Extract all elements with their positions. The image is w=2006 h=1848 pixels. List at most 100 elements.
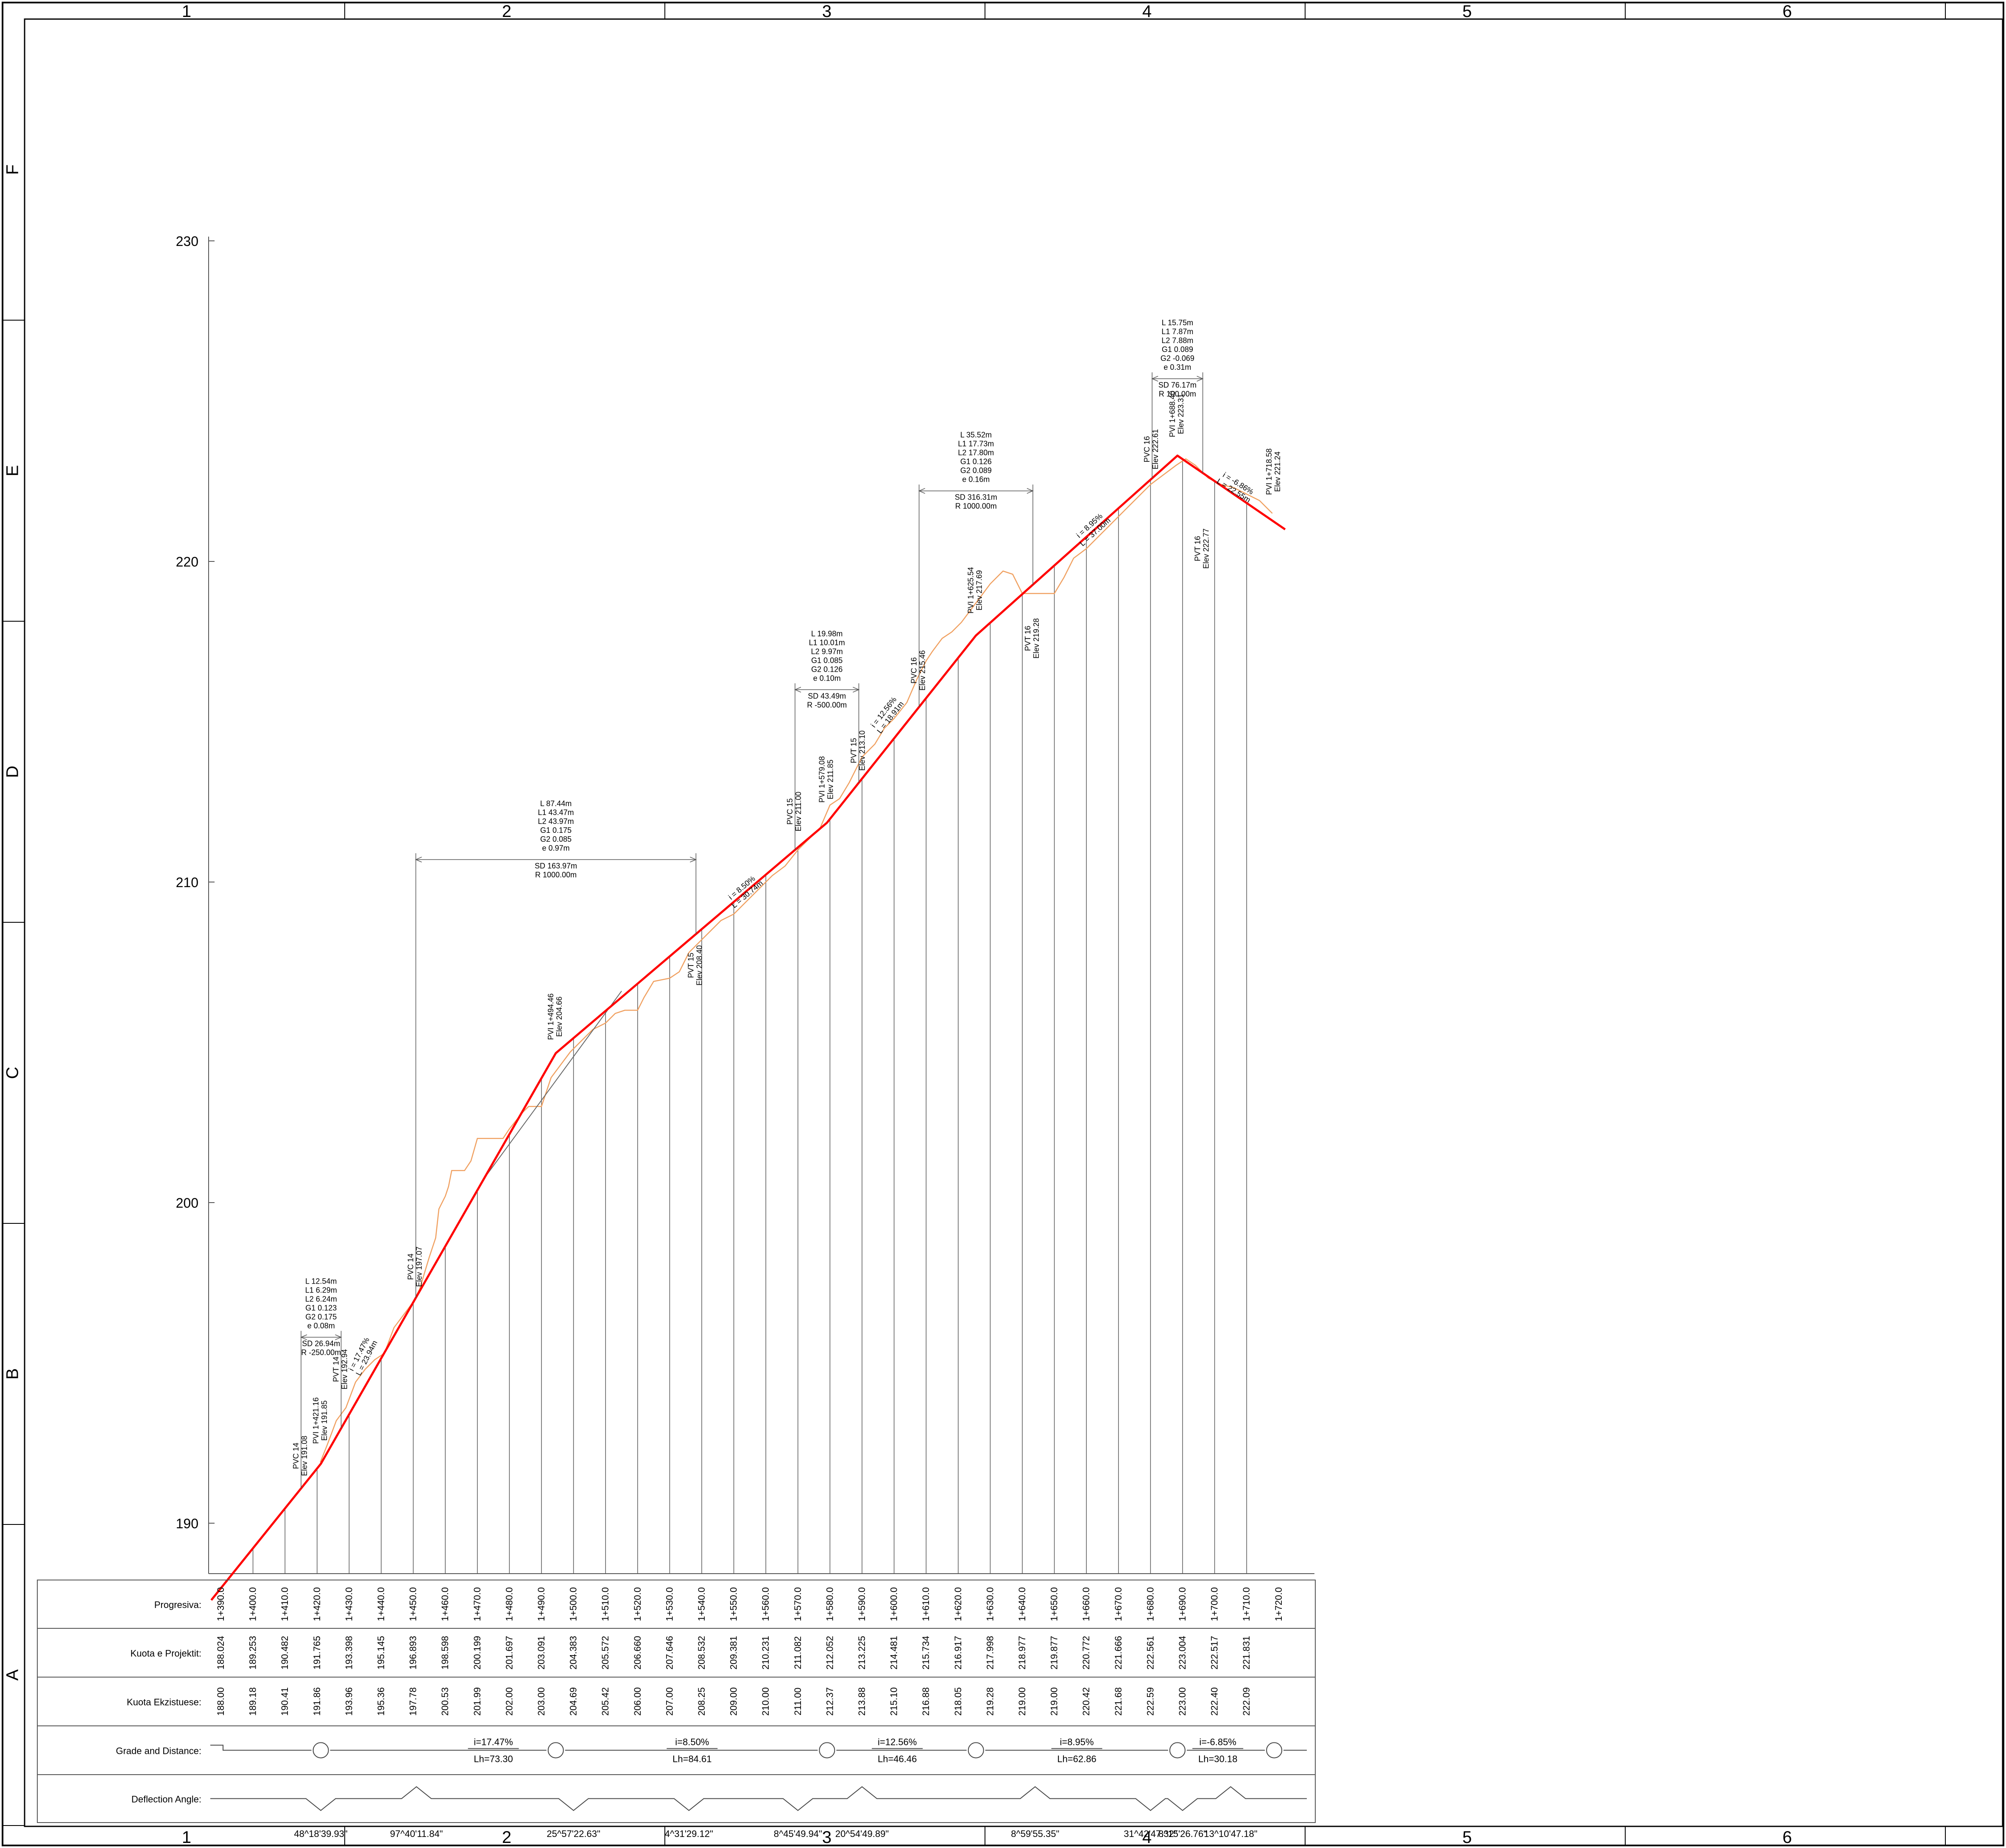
kuota-projektit-value: 189.253: [248, 1636, 258, 1670]
curve-data-text: L1 7.87m: [1161, 327, 1193, 336]
progresiva-value: 1+520.0: [632, 1587, 643, 1621]
progresiva-value: 1+580.0: [824, 1587, 835, 1621]
vertical-point-label: PVI 1+688.40 Elev 223.31: [1168, 391, 1185, 437]
kuota-ekzistuese-value: 207.00: [664, 1687, 675, 1716]
progresiva-value: 1+470.0: [472, 1587, 483, 1621]
curve-data-text: G1 0.123: [305, 1304, 337, 1312]
vertical-point-text: Elev 213.10: [858, 731, 866, 771]
kuota-projektit-value: 216.917: [953, 1636, 963, 1670]
progresiva-value: 1+460.0: [440, 1587, 450, 1621]
vertical-point-label: PVT 15 Elev 208.40: [686, 945, 703, 985]
kuota-projektit-value: 222.517: [1209, 1636, 1220, 1670]
vertical-point-text: Elev 192.94: [340, 1349, 349, 1390]
progresiva-value: 1+430.0: [343, 1587, 354, 1621]
curve-arrow: [853, 687, 860, 693]
curve-data-text: G2 -0.069: [1161, 354, 1194, 363]
grade-break-circle: [1266, 1742, 1283, 1759]
kuota-projektit-value: 212.052: [824, 1636, 835, 1670]
zone-label-bottom: 3: [822, 1828, 831, 1847]
kuota-ekzistuese-value: 212.37: [824, 1687, 835, 1716]
kuota-projektit-value: 221.831: [1241, 1636, 1252, 1670]
kuota-ekzistuese-value: 219.00: [1017, 1687, 1027, 1716]
curve-data-text: SD 43.49m: [808, 692, 846, 700]
kuota-ekzistuese-value: 205.42: [600, 1687, 611, 1716]
curve-data-text: e 0.97m: [542, 844, 569, 852]
curve-data-text: G1 0.126: [960, 458, 992, 466]
progresiva-value: 1+480.0: [504, 1587, 514, 1621]
kuota-projektit-value: 201.697: [504, 1636, 514, 1670]
curve-data-text: e 0.10m: [813, 674, 841, 682]
band-row-label: Kuota e Projektit:: [130, 1648, 201, 1659]
progresiva-value: 1+690.0: [1177, 1587, 1188, 1621]
progresiva-value: 1+660.0: [1081, 1587, 1091, 1621]
curve-data-text: L1 10.01m: [809, 638, 845, 647]
grade-percent-text: i=12.56%: [878, 1737, 917, 1748]
curve-data-text: SD 163.97m: [535, 862, 577, 870]
curve-data-text: L2 7.88m: [1161, 336, 1193, 345]
progresiva-value: 1+440.0: [376, 1587, 386, 1621]
tangent-line: [480, 991, 622, 1184]
progresiva-value: 1+600.0: [889, 1587, 899, 1621]
grade-break-circle: [968, 1742, 984, 1759]
kuota-projektit-value: 200.199: [472, 1636, 483, 1670]
band-frame: [37, 1580, 1316, 1823]
kuota-ekzistuese-value: 223.00: [1177, 1687, 1188, 1716]
kuota-projektit-value: 209.381: [728, 1636, 739, 1670]
progresiva-value: 1+530.0: [664, 1587, 675, 1621]
zone-label-bottom: 1: [182, 1828, 191, 1847]
vertical-point-label: PVI 1+579.08 Elev 211.85: [818, 756, 835, 803]
vertical-point-text: PVC 16: [1143, 436, 1151, 462]
vertical-point-text: Elev 217.69: [975, 570, 983, 611]
vertical-point-text: Elev 211.00: [794, 792, 803, 832]
grade-percent-text: i=-6.85%: [1199, 1737, 1236, 1748]
vertical-point-text: PVC 16: [910, 657, 918, 684]
kuota-projektit-value: 223.004: [1177, 1636, 1188, 1670]
vertical-point-label: PVT 16 Elev 222.77: [1194, 528, 1211, 569]
existing-ground-line: [320, 458, 1273, 1463]
curve-data-text: SD 26.94m: [302, 1340, 340, 1348]
deflection-angle-text: 8^45'49.94": [774, 1828, 822, 1839]
progresiva-value: 1+650.0: [1049, 1587, 1060, 1621]
vertical-point-label: PVC 14 Elev 191.08: [292, 1436, 309, 1476]
grade-break-circle: [312, 1742, 329, 1759]
curve-arrow: [335, 1334, 342, 1340]
progresiva-value: 1+500.0: [568, 1587, 579, 1621]
row-label: D: [3, 766, 22, 778]
curve-data-text: e 0.31m: [1163, 363, 1191, 371]
zone-label-bottom: 5: [1462, 1828, 1472, 1847]
kuota-projektit-value: 211.082: [792, 1636, 803, 1669]
zone-label-bottom: 4: [1142, 1828, 1152, 1847]
kuota-ekzistuese-value: 219.00: [1049, 1687, 1060, 1716]
kuota-ekzistuese-value: 188.00: [215, 1687, 226, 1716]
zone-label-bottom: 2: [502, 1828, 511, 1847]
row-label: E: [3, 465, 22, 477]
curve-data-text: L1 6.29m: [305, 1286, 337, 1295]
kuota-ekzistuese-value: 222.59: [1145, 1687, 1155, 1716]
kuota-ekzistuese-value: 193.96: [343, 1687, 354, 1716]
deflection-angle-text: 8^15'26.76": [1158, 1828, 1207, 1839]
kuota-projektit-value: 207.646: [664, 1636, 675, 1670]
kuota-projektit-value: 190.482: [279, 1636, 290, 1670]
curve-data-text: G2 0.089: [960, 466, 992, 475]
kuota-ekzistuese-value: 206.00: [632, 1687, 643, 1716]
y-tick-label: 230: [176, 234, 198, 249]
kuota-ekzistuese-value: 190.41: [279, 1687, 290, 1716]
kuota-projektit-value: 208.532: [696, 1636, 707, 1670]
deflection-trace: [210, 1786, 1307, 1811]
curve-data-text: e 0.08m: [307, 1322, 335, 1330]
kuota-projektit-value: 215.734: [921, 1636, 931, 1670]
curve-arrow: [415, 857, 422, 863]
vertical-point-text: Elev 215.46: [918, 650, 927, 691]
curve-data-text: G1 0.085: [811, 656, 843, 664]
progresiva-value: 1+710.0: [1241, 1587, 1252, 1621]
zone-label-top: 1: [182, 2, 191, 21]
vertical-point-text: PVT 14: [332, 1357, 340, 1382]
curve-data-text: L2 17.80m: [958, 449, 994, 457]
kuota-ekzistuese-value: 210.00: [760, 1687, 771, 1716]
progresiva-value: 1+640.0: [1017, 1587, 1027, 1621]
kuota-projektit-value: 193.398: [343, 1636, 354, 1670]
kuota-ekzistuese-value: 195.36: [376, 1687, 386, 1716]
kuota-projektit-value: 204.383: [568, 1636, 579, 1670]
